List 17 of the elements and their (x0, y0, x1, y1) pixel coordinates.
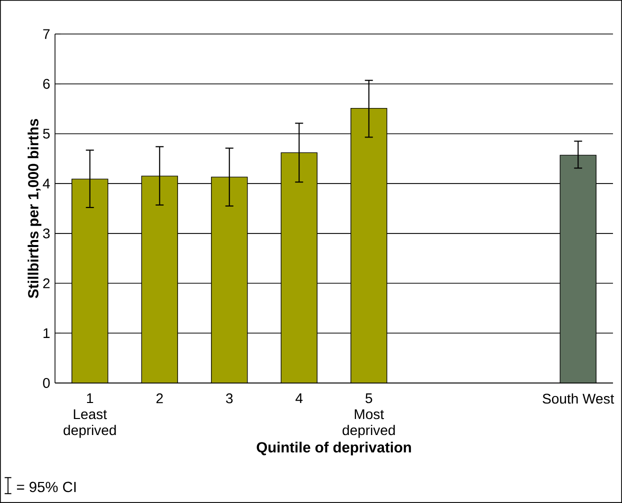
x-axis-title: Quintile of deprivation (256, 442, 411, 456)
y-tick-label: 1 (44, 328, 50, 338)
y-tick-label: 5 (43, 128, 50, 139)
y-tick-label: 7 (43, 29, 50, 39)
text: = 95% CI (16, 482, 76, 492)
x-tick-label: 3 (226, 393, 233, 404)
y-axis-title: Stillbirths per 1,000 births (28, 119, 42, 298)
y-tick-label: 4 (42, 178, 50, 188)
x-tick-label: 4 (296, 393, 303, 404)
y-tick-label: 0 (43, 378, 50, 388)
y-tick-label: 2 (43, 278, 50, 288)
y-tick-label: 3 (43, 228, 50, 238)
y-tick-label: 6 (43, 78, 50, 89)
x-tick-label: 5 Most deprived (342, 393, 395, 438)
x-tick-label: 2 (156, 393, 163, 404)
x-tick-label: South West (542, 393, 614, 404)
x-tick-label: 1 Least deprived (64, 393, 116, 438)
